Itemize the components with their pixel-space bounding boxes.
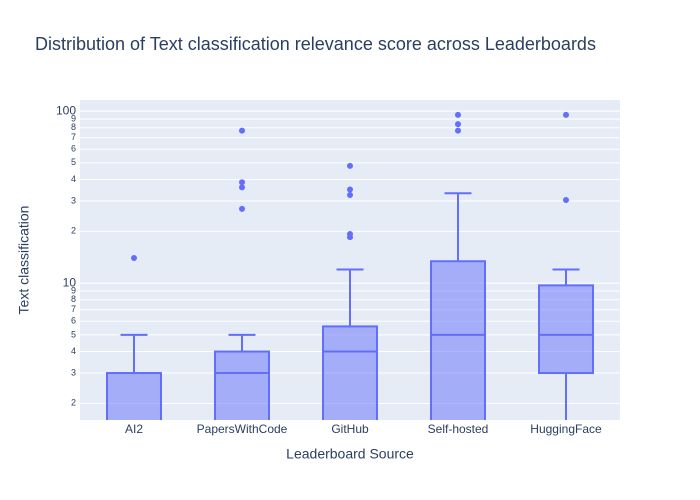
x-tick-label: GitHub bbox=[331, 422, 369, 436]
x-tick-label: AI2 bbox=[125, 422, 143, 436]
outlier bbox=[563, 197, 569, 204]
y-tick-label: 8 bbox=[71, 122, 76, 132]
y-tick-label: 9 bbox=[71, 285, 76, 295]
y-tick-label: 7 bbox=[71, 304, 76, 314]
outlier bbox=[455, 127, 461, 134]
outlier bbox=[239, 205, 245, 212]
y-tick-label: 6 bbox=[71, 316, 76, 326]
y-tick-label: 100 bbox=[56, 103, 76, 117]
box bbox=[322, 325, 378, 420]
y-tick-label: 8 bbox=[71, 294, 76, 304]
y-tick-label: 4 bbox=[71, 346, 76, 356]
outlier bbox=[347, 230, 353, 237]
y-tick-label: 5 bbox=[71, 157, 76, 167]
y-tick-label: 2 bbox=[71, 398, 76, 408]
y-tick-label: 4 bbox=[71, 174, 76, 184]
outlier bbox=[239, 184, 245, 191]
outlier bbox=[455, 111, 461, 118]
outlier bbox=[239, 179, 245, 186]
chart-title: Distribution of Text classification rele… bbox=[35, 34, 596, 54]
y-tick-label: 3 bbox=[71, 367, 76, 377]
outlier bbox=[563, 111, 569, 118]
x-tick-label: HuggingFace bbox=[530, 422, 602, 436]
box bbox=[538, 284, 594, 375]
x-tick-label: PapersWithCode bbox=[197, 422, 288, 436]
y-tick-label: 2 bbox=[71, 226, 76, 236]
y-tick-label: 5 bbox=[71, 329, 76, 339]
x-axis-title: Leaderboard Source bbox=[286, 446, 414, 462]
outlier bbox=[347, 186, 353, 193]
marks bbox=[106, 111, 594, 420]
outlier bbox=[347, 162, 353, 169]
box bbox=[214, 350, 270, 420]
outlier bbox=[455, 121, 461, 128]
box bbox=[106, 372, 162, 420]
box bbox=[430, 260, 486, 420]
y-tick-label: 7 bbox=[71, 132, 76, 142]
y-tick-label: 10 bbox=[63, 275, 77, 289]
outlier bbox=[239, 127, 245, 134]
outlier bbox=[131, 254, 137, 261]
y-axis-title: Text classification bbox=[16, 206, 32, 315]
y-tick-label: 9 bbox=[71, 113, 76, 123]
x-tick-label: Self-hosted bbox=[428, 422, 489, 436]
y-tick-label: 3 bbox=[71, 195, 76, 205]
outlier bbox=[347, 192, 353, 199]
y-tick-label: 6 bbox=[71, 144, 76, 154]
